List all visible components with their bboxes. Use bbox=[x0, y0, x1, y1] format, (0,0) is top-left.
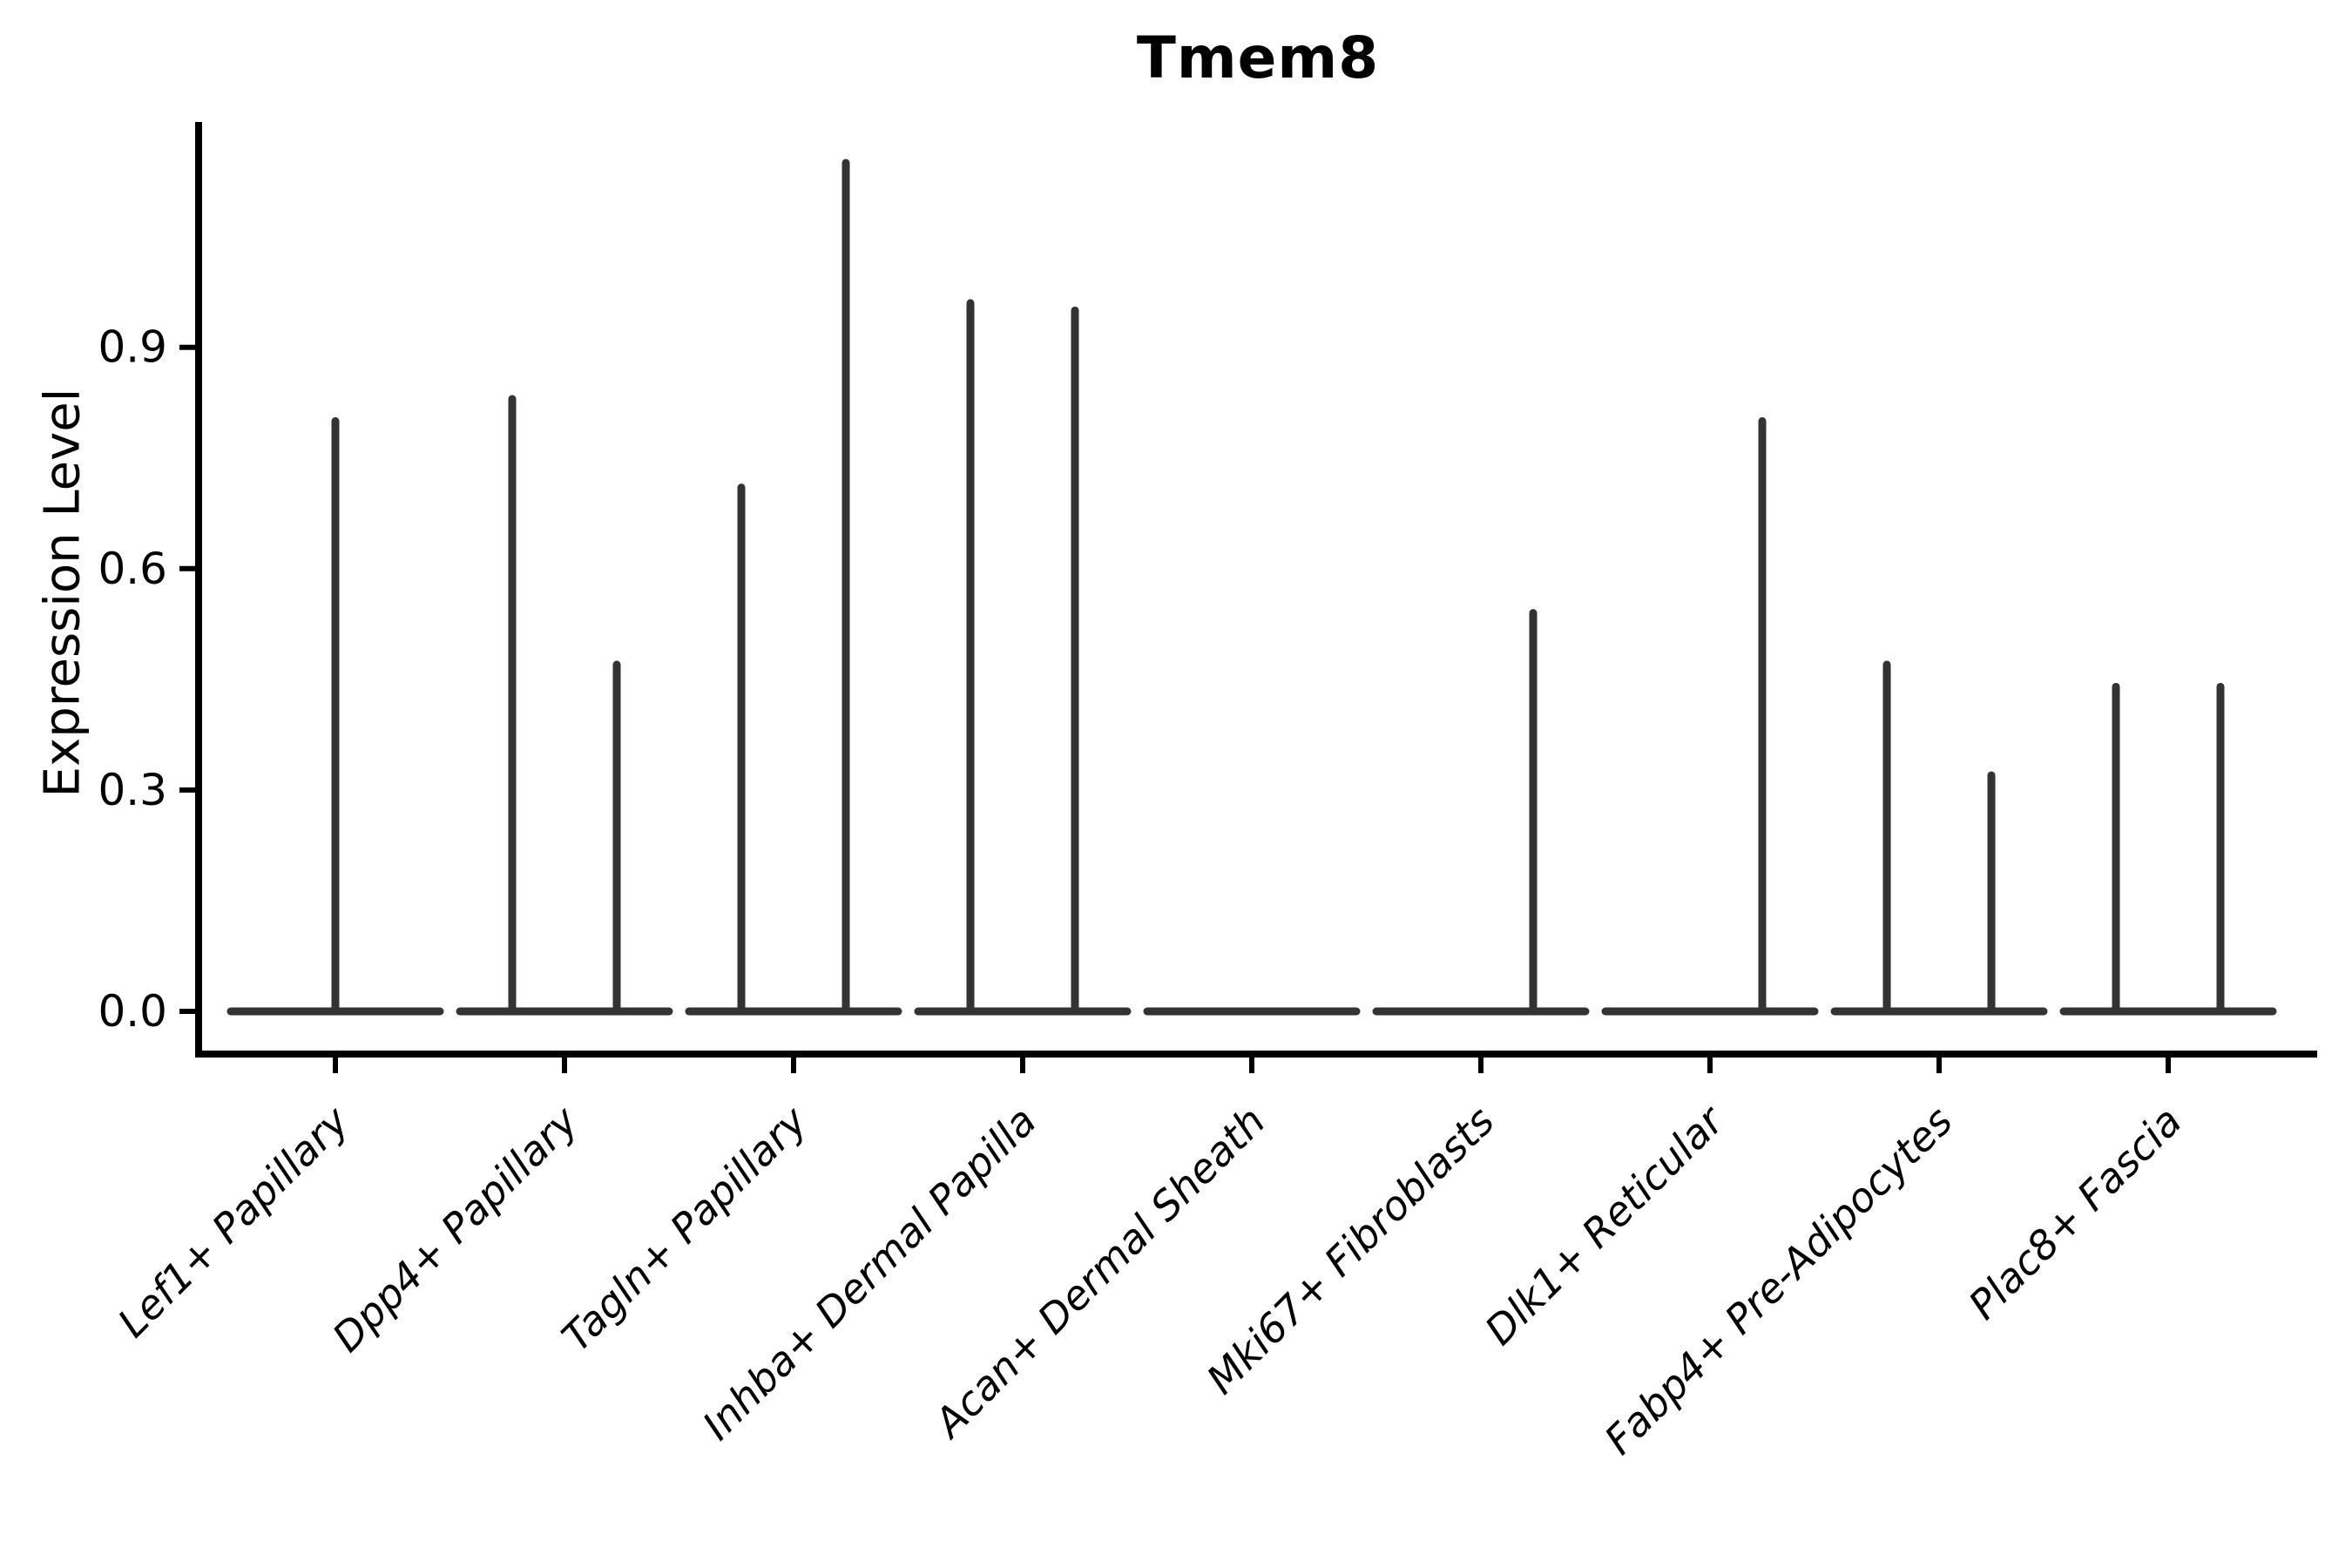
y-tick-label: 0.9 bbox=[98, 322, 167, 373]
x-tick-label: Dlk1+ Reticular bbox=[1476, 1095, 1734, 1354]
y-tick-label: 0.3 bbox=[98, 765, 167, 815]
y-tick-label: 0.6 bbox=[98, 544, 167, 594]
x-tick-label: Lef1+ Papillary bbox=[109, 1097, 358, 1346]
y-tick-label: 0.0 bbox=[98, 986, 167, 1037]
chart-title: Tmem8 bbox=[1136, 24, 1380, 91]
x-tick-label: Plac8+ Fascia bbox=[1959, 1098, 2190, 1328]
x-tick-label: Dpp4+ Papillary bbox=[323, 1097, 587, 1361]
x-tick-label: Tagln+ Papillary bbox=[552, 1097, 816, 1361]
